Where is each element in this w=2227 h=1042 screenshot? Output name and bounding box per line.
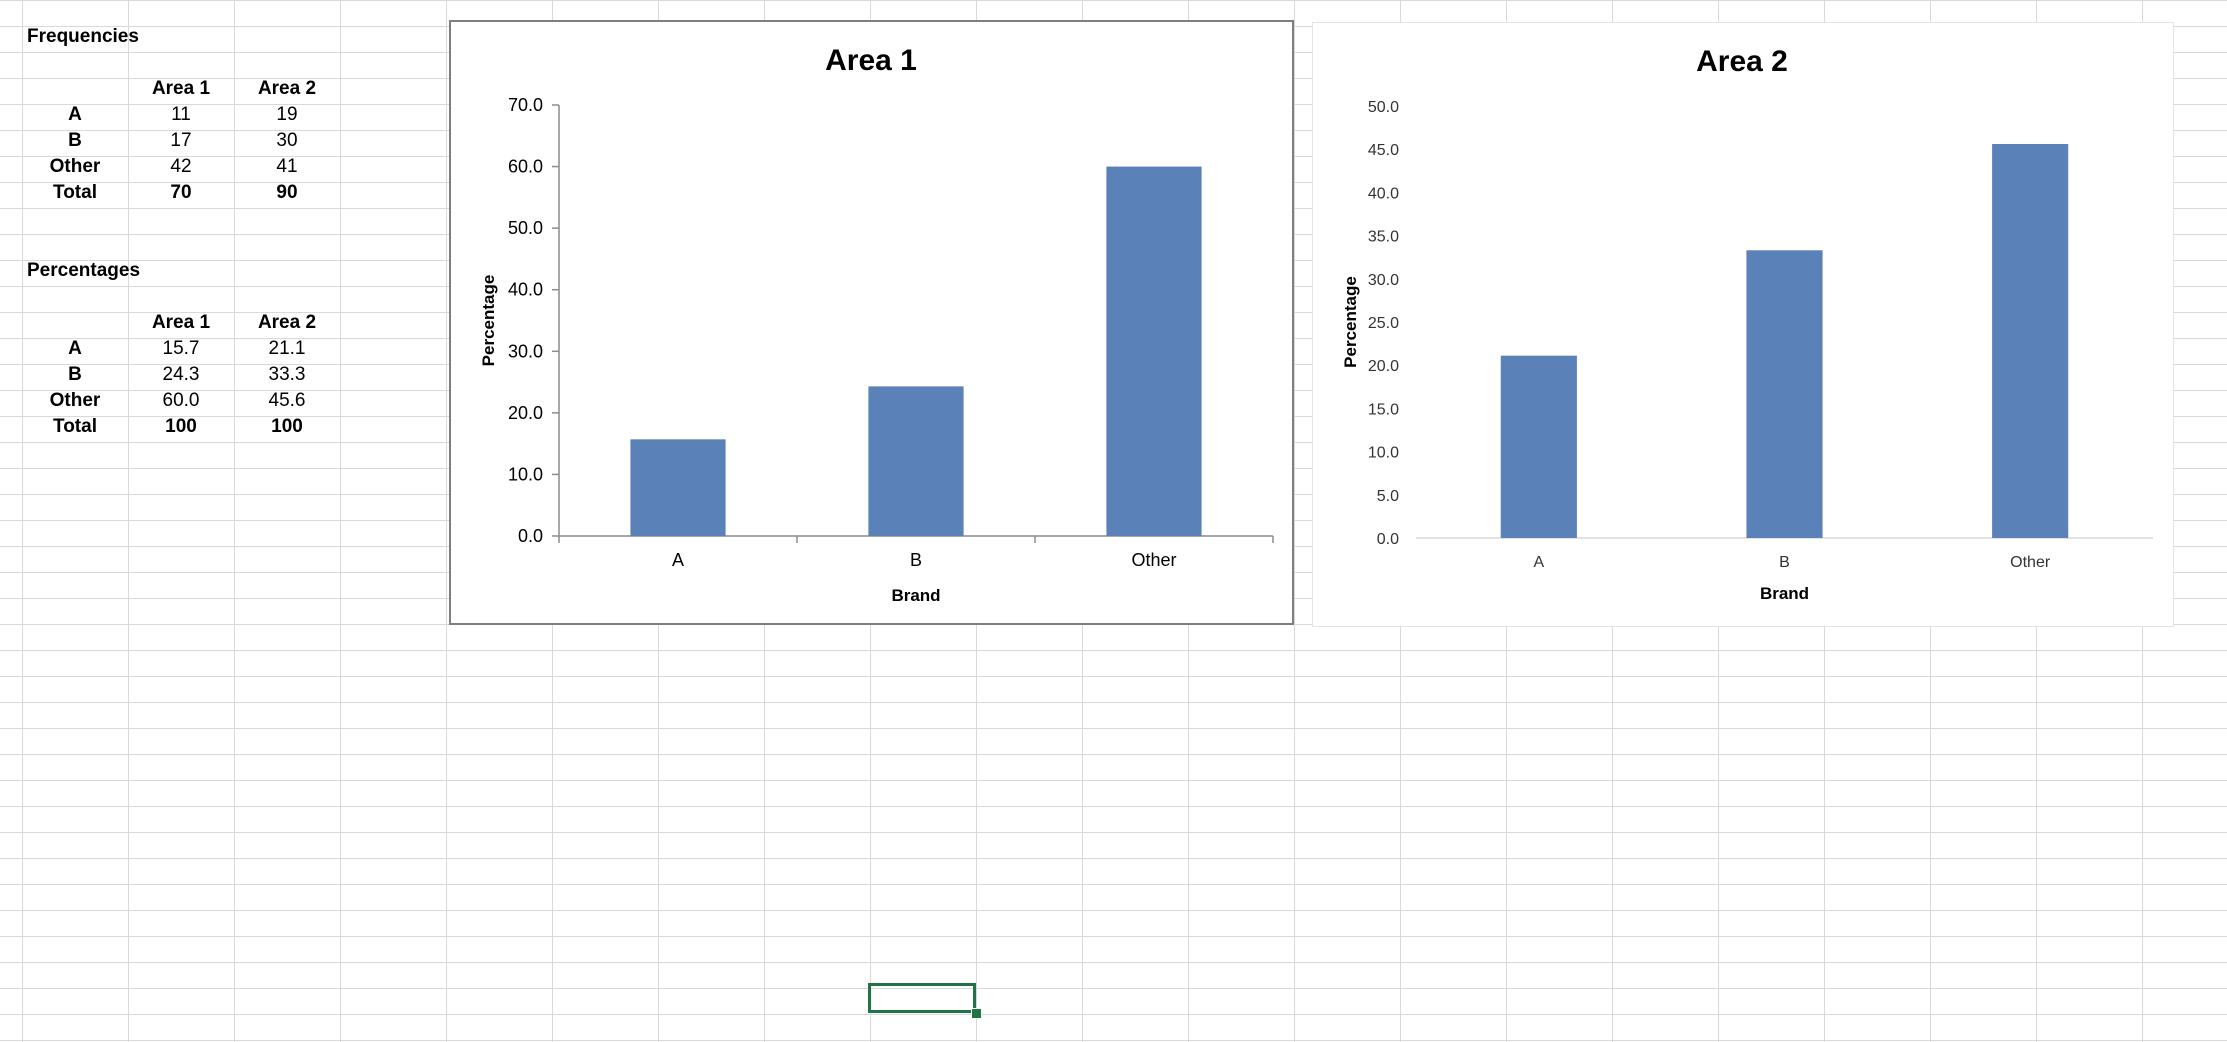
pct-header-area2: Area 2 bbox=[257, 312, 317, 333]
y-tick-label: 20.0 bbox=[1368, 358, 1399, 375]
freq-row-label: A bbox=[68, 104, 82, 125]
pct-cell[interactable]: 45.6 bbox=[268, 390, 306, 411]
bar-b bbox=[868, 386, 964, 536]
bar-b bbox=[1746, 250, 1823, 538]
x-category-label: B bbox=[910, 550, 922, 570]
fill-handle[interactable] bbox=[971, 1008, 982, 1019]
bar-a bbox=[630, 439, 726, 536]
x-category-label: B bbox=[1779, 554, 1790, 571]
freq-row-label: B bbox=[68, 130, 82, 151]
y-tick-label: 5.0 bbox=[1377, 488, 1399, 505]
y-tick-label: 50.0 bbox=[1368, 99, 1399, 116]
x-axis-label: Brand bbox=[891, 586, 940, 605]
y-axis-label: Percentage bbox=[479, 275, 498, 367]
x-category-label: Other bbox=[2010, 554, 2051, 571]
y-tick-label: 0.0 bbox=[1377, 531, 1399, 548]
freq-total-cell[interactable]: 70 bbox=[170, 182, 192, 203]
y-tick-label: 0.0 bbox=[518, 526, 543, 546]
freq-cell[interactable]: 19 bbox=[276, 104, 298, 125]
freq-cell[interactable]: 41 bbox=[276, 156, 298, 177]
y-tick-label: 35.0 bbox=[1368, 229, 1399, 246]
freq-cell[interactable]: 17 bbox=[170, 130, 192, 151]
pct-cell[interactable]: 24.3 bbox=[162, 364, 200, 385]
y-tick-label: 10.0 bbox=[1368, 445, 1399, 462]
freq-cell[interactable]: 11 bbox=[171, 104, 191, 125]
pct-row-label: Other bbox=[49, 390, 101, 411]
pct-cell[interactable]: 33.3 bbox=[268, 364, 306, 385]
bar-other bbox=[1992, 144, 2069, 538]
chart-title: Area 1 bbox=[825, 44, 917, 77]
pct-row-label: A bbox=[68, 338, 82, 359]
frequencies-title: Frequencies bbox=[27, 26, 139, 47]
freq-row-label-total: Total bbox=[53, 182, 97, 203]
y-tick-label: 60.0 bbox=[508, 157, 543, 177]
y-tick-label: 45.0 bbox=[1368, 142, 1399, 159]
y-tick-label: 30.0 bbox=[508, 341, 543, 361]
pct-cell[interactable]: 21.1 bbox=[268, 338, 306, 359]
pct-row-label: B bbox=[68, 364, 82, 385]
active-cell-selection[interactable] bbox=[868, 983, 976, 1013]
chart-area-2[interactable]: Area 2 0.0 5.0 10.0 15.0 20.0 25.0 30.0 35.0 40.0… bbox=[1312, 22, 2174, 627]
percentages-title: Percentages bbox=[27, 260, 141, 281]
y-tick-label: 30.0 bbox=[1368, 272, 1399, 289]
freq-cell[interactable]: 30 bbox=[276, 130, 298, 151]
pct-total-cell[interactable]: 100 bbox=[165, 416, 197, 437]
pct-cell[interactable]: 15.7 bbox=[162, 338, 200, 359]
chart-area-2-svg: Area 2 0.0 5.0 10.0 15.0 20.0 25.0 30.0 35.0 40.0… bbox=[1341, 45, 2153, 603]
y-axis-label: Percentage bbox=[1341, 276, 1360, 368]
y-tick-label: 50.0 bbox=[508, 218, 543, 238]
pct-header-area1: Area 1 bbox=[151, 312, 211, 333]
bar-other bbox=[1106, 166, 1202, 537]
pct-row-label-total: Total bbox=[53, 416, 97, 437]
pct-total-cell[interactable]: 100 bbox=[271, 416, 303, 437]
x-category-label: A bbox=[1533, 554, 1544, 571]
chart-title: Area 2 bbox=[1696, 45, 1788, 78]
pct-cell[interactable]: 60.0 bbox=[162, 390, 200, 411]
bar-a bbox=[1500, 355, 1577, 538]
x-category-label: Other bbox=[1131, 550, 1176, 570]
freq-row-label: Other bbox=[49, 156, 101, 177]
freq-header-area1: Area 1 bbox=[151, 78, 211, 99]
chart-area-1[interactable]: Area 1 0.0 10.0 20.0 30.0 40.0 50.0 60.0 70.0 A B O… bbox=[449, 20, 1294, 625]
freq-total-cell[interactable]: 90 bbox=[276, 182, 298, 203]
y-tick-label: 40.0 bbox=[508, 280, 543, 300]
y-tick-label: 40.0 bbox=[1368, 185, 1399, 202]
freq-cell[interactable]: 42 bbox=[170, 156, 192, 177]
y-tick-label: 20.0 bbox=[508, 403, 543, 423]
freq-header-area2: Area 2 bbox=[257, 78, 317, 99]
y-tick-label: 15.0 bbox=[1368, 401, 1399, 418]
y-tick-label: 10.0 bbox=[508, 464, 543, 484]
chart-area-1-svg: Area 1 0.0 10.0 20.0 30.0 40.0 50.0 60.0 70.0 A B O… bbox=[479, 44, 1274, 605]
y-tick-label: 70.0 bbox=[508, 95, 543, 115]
y-tick-label: 25.0 bbox=[1368, 315, 1399, 332]
x-category-label: A bbox=[672, 550, 684, 570]
x-axis-label: Brand bbox=[1760, 584, 1809, 603]
